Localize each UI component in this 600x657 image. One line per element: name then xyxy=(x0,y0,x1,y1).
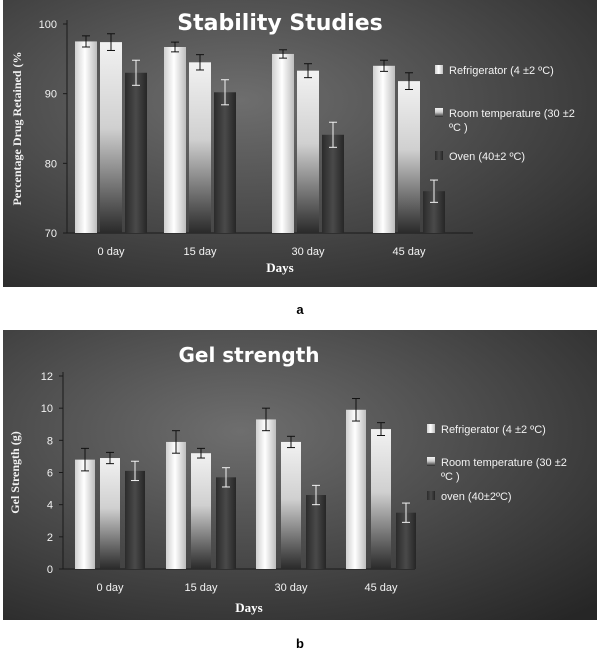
error-bar xyxy=(221,79,229,106)
chart-svg: 0 2 4 6 8 10 12 0 day 15 day 30 day 45 day Gel stre… xyxy=(3,330,597,620)
error-bar xyxy=(197,447,205,459)
x-tick-label: 45 day xyxy=(392,246,426,258)
bar xyxy=(281,441,301,569)
error-bar xyxy=(172,430,180,454)
bar xyxy=(214,92,236,233)
bar xyxy=(297,70,319,233)
y-tick-label: 100 xyxy=(39,19,57,31)
bar xyxy=(398,81,420,233)
legend-swatch xyxy=(427,491,435,500)
bar xyxy=(306,495,326,569)
y-tick-label: 70 xyxy=(45,228,57,240)
x-tick-label: 45 day xyxy=(364,582,398,594)
bar xyxy=(256,419,276,569)
bar xyxy=(191,453,211,569)
y-tick-label: 12 xyxy=(41,371,53,383)
y-tick-label: 2 xyxy=(47,532,53,544)
bar xyxy=(100,458,120,569)
bar xyxy=(272,53,294,233)
y-tick-label: 80 xyxy=(45,158,57,170)
y-axis-title: Percentage Drug Retained (% xyxy=(10,51,24,205)
bar xyxy=(75,459,95,569)
error-bar xyxy=(405,72,413,90)
panel-b-caption: b xyxy=(296,636,304,651)
chart-title: Gel strength xyxy=(178,343,319,367)
bar xyxy=(125,72,147,234)
bar xyxy=(322,134,344,233)
error-bar xyxy=(329,121,337,148)
bar xyxy=(166,441,186,569)
bar xyxy=(373,65,395,233)
legend-label: Room temperature (30 ±2 ºC ) xyxy=(449,108,575,134)
bar xyxy=(75,41,97,233)
legend-swatch xyxy=(435,108,443,117)
y-tick-label: 6 xyxy=(47,468,53,480)
error-bar xyxy=(81,447,89,472)
error-bar xyxy=(107,33,115,51)
error-bar xyxy=(196,54,204,71)
bar xyxy=(189,62,211,233)
y-tick-label: 10 xyxy=(41,403,53,415)
error-bar xyxy=(106,451,114,465)
x-tick-label: 30 day xyxy=(274,582,308,594)
legend-label: Refrigerator (4 ±2 ºC) xyxy=(441,424,546,436)
error-bar xyxy=(377,422,385,437)
bar xyxy=(423,191,445,233)
bar xyxy=(100,42,122,233)
bar xyxy=(216,477,236,569)
x-tick-label: 15 day xyxy=(184,582,218,594)
x-axis-title: Days xyxy=(235,600,262,615)
error-bar xyxy=(287,435,295,449)
error-bar xyxy=(131,460,139,482)
legend-swatch xyxy=(435,151,443,160)
error-bar xyxy=(402,502,410,523)
legend-swatch xyxy=(435,65,443,74)
error-bar xyxy=(132,59,140,86)
error-bar xyxy=(171,41,179,53)
bar xyxy=(346,409,366,569)
legend-label: Room temperature (30 ±2 ºC ) xyxy=(441,457,567,483)
error-bar xyxy=(279,49,287,59)
x-tick-label: 30 day xyxy=(291,246,325,258)
y-tick-label: 4 xyxy=(47,500,53,512)
y-axis-title: Gel Strength (g) xyxy=(8,431,22,513)
x-tick-label: 0 day xyxy=(98,246,125,258)
bar xyxy=(396,512,416,569)
error-bar xyxy=(262,407,270,432)
error-bar xyxy=(352,398,360,422)
x-tick-label: 15 day xyxy=(183,246,217,258)
legend-swatch xyxy=(427,424,435,433)
chart-title: Stability Studies xyxy=(177,11,382,36)
error-bar xyxy=(222,467,230,488)
bar xyxy=(371,429,391,569)
y-tick-label: 0 xyxy=(47,564,53,576)
error-bar xyxy=(312,484,320,506)
legend-label: Oven (40±2 ºC) xyxy=(449,151,525,163)
y-tick-label: 90 xyxy=(45,89,57,101)
x-axis-title: Days xyxy=(266,260,293,275)
error-bar xyxy=(82,35,90,48)
stability-chart-panel: 70 80 90 100 0 day 15 day 30 day 45 day Stabilit… xyxy=(3,0,597,287)
error-bar xyxy=(380,59,388,72)
bar xyxy=(125,470,145,569)
error-bar xyxy=(304,63,312,79)
y-tick-label: 8 xyxy=(47,435,53,447)
error-bar xyxy=(430,179,438,203)
bar xyxy=(164,46,186,233)
gel-strength-chart-panel: 0 2 4 6 8 10 12 0 day 15 day 30 day 45 day Gel stre… xyxy=(3,330,597,620)
legend-swatch xyxy=(427,457,435,466)
x-tick-label: 0 day xyxy=(97,582,124,594)
legend-label: Refrigerator (4 ±2 ºC) xyxy=(449,65,554,77)
panel-a-caption: a xyxy=(296,302,304,317)
legend-label: oven (40±2ºC) xyxy=(441,491,512,503)
chart-svg: 70 80 90 100 0 day 15 day 30 day 45 day Stabilit… xyxy=(3,0,597,287)
